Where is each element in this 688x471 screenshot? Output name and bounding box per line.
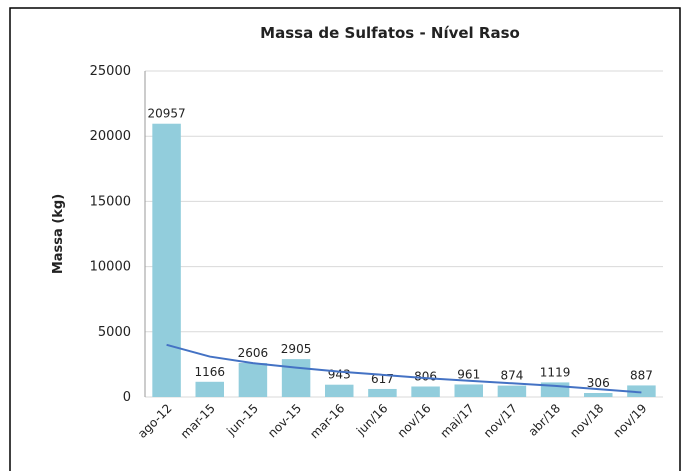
value-label: 874 bbox=[500, 369, 523, 383]
value-label: 1119 bbox=[540, 365, 571, 379]
bar bbox=[281, 359, 311, 397]
bar bbox=[238, 363, 268, 397]
bar bbox=[152, 123, 181, 398]
bar bbox=[195, 381, 224, 397]
value-label: 806 bbox=[414, 369, 437, 383]
bar bbox=[584, 393, 613, 397]
value-label: 961 bbox=[457, 367, 480, 381]
bar bbox=[497, 385, 527, 397]
value-label: 306 bbox=[587, 376, 610, 390]
bar bbox=[325, 384, 354, 397]
y-tick-label: 20000 bbox=[90, 129, 131, 144]
bar bbox=[368, 388, 397, 397]
bar bbox=[411, 386, 440, 397]
y-tick-label: 0 bbox=[123, 390, 131, 405]
y-tick-label: 5000 bbox=[98, 325, 131, 340]
value-label: 2905 bbox=[281, 342, 312, 356]
y-tick-label: 10000 bbox=[90, 260, 131, 275]
trendline bbox=[166, 343, 642, 394]
value-label: 887 bbox=[630, 368, 653, 382]
y-tick-label: 15000 bbox=[90, 194, 131, 209]
value-label: 1166 bbox=[194, 365, 225, 379]
y-tick-label: 25000 bbox=[90, 64, 131, 79]
value-label: 943 bbox=[328, 368, 351, 382]
y-axis-label: Massa (kg) bbox=[51, 194, 66, 274]
value-label: 2606 bbox=[238, 346, 269, 360]
value-label: 20957 bbox=[147, 107, 185, 121]
bar bbox=[627, 385, 656, 397]
bar bbox=[454, 384, 483, 397]
chart-title: Massa de Sulfatos - Nível Raso bbox=[260, 24, 520, 42]
